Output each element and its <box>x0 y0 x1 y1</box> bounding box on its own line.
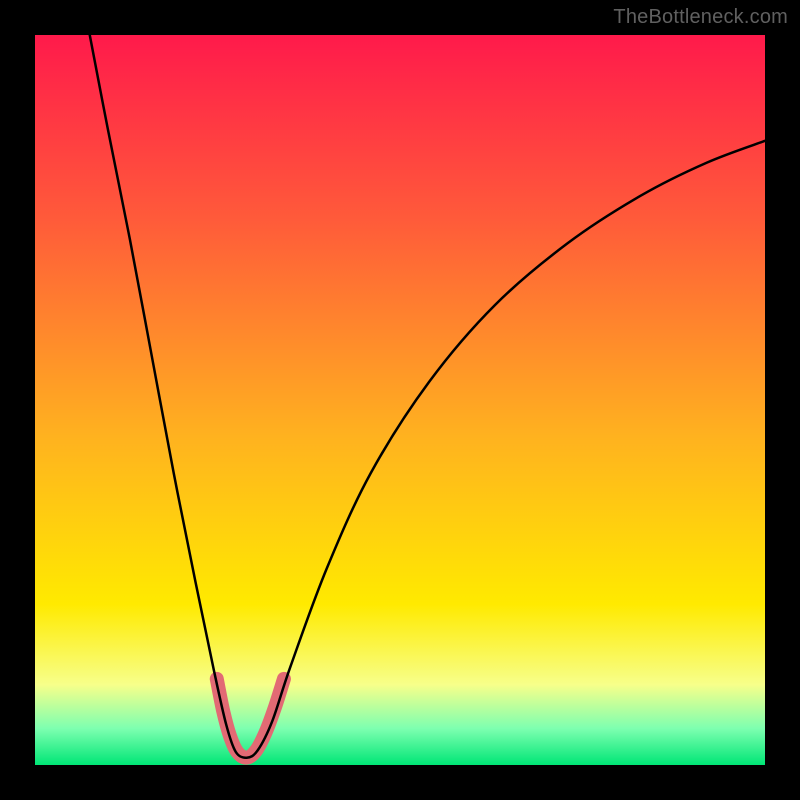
outer-frame: TheBottleneck.com <box>0 0 800 800</box>
chart-svg <box>35 35 765 765</box>
bottleneck-curve <box>90 35 765 758</box>
watermark-text: TheBottleneck.com <box>613 6 788 29</box>
